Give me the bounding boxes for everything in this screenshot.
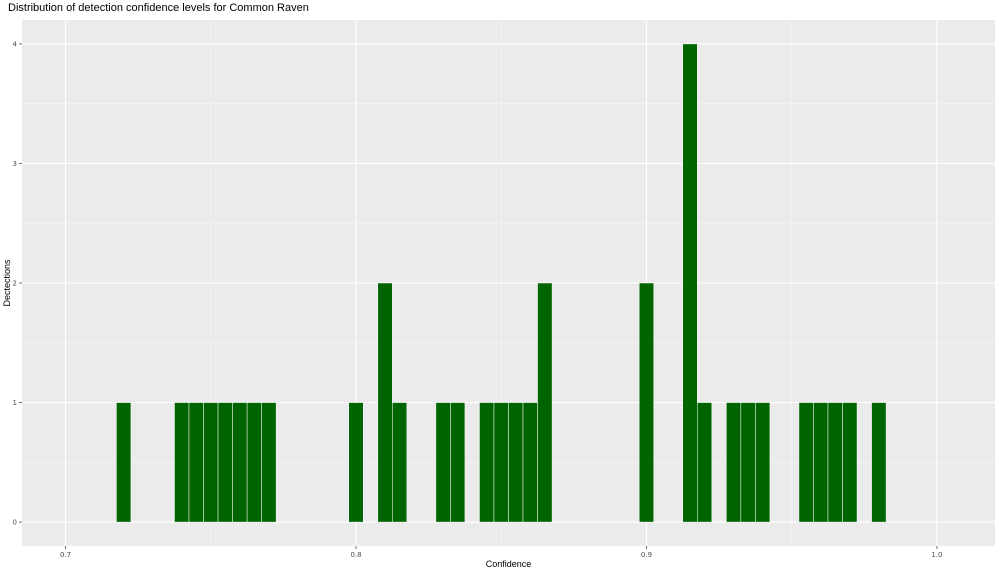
histogram-bar xyxy=(348,402,364,523)
y-tick-label: 1 xyxy=(13,399,17,407)
histogram-bar xyxy=(217,402,233,523)
histogram-bar xyxy=(740,402,756,523)
x-tick-label: 0.8 xyxy=(350,551,361,559)
histogram-bar xyxy=(871,402,887,523)
histogram-bar xyxy=(827,402,843,523)
histogram-bar xyxy=(261,402,277,523)
histogram-bar xyxy=(493,402,509,523)
chart-title: Distribution of detection confidence lev… xyxy=(8,2,309,14)
x-tick-label: 0.9 xyxy=(641,551,652,559)
histogram-bars xyxy=(116,43,887,523)
x-axis-title: Confidence xyxy=(486,559,532,569)
y-axis-title: Dectections xyxy=(2,259,12,307)
histogram-bar xyxy=(798,402,814,523)
histogram-bar xyxy=(842,402,858,523)
histogram-bar xyxy=(537,282,553,523)
x-tick-label: 0.7 xyxy=(60,551,71,559)
histogram-bar xyxy=(479,402,495,523)
x-axis: 0.7 0.8 0.9 1.0 xyxy=(60,546,942,559)
histogram-bar xyxy=(697,402,713,523)
histogram-bar xyxy=(508,402,524,523)
histogram-bar xyxy=(188,402,204,523)
histogram-bar xyxy=(755,402,771,523)
histogram-bar xyxy=(435,402,451,523)
y-tick-label: 4 xyxy=(13,40,18,48)
histogram-bar xyxy=(726,402,742,523)
histogram-bar xyxy=(174,402,190,523)
histogram-bar xyxy=(522,402,538,523)
histogram-bar xyxy=(450,402,466,523)
histogram-bar xyxy=(392,402,408,523)
histogram-bar xyxy=(813,402,829,523)
histogram-bar xyxy=(203,402,219,523)
histogram-bar xyxy=(116,402,132,523)
y-tick-label: 3 xyxy=(13,160,17,168)
y-axis: 0 1 2 3 4 xyxy=(13,40,22,527)
histogram-bar xyxy=(232,402,248,523)
histogram-bar xyxy=(638,282,654,523)
histogram-bar xyxy=(246,402,262,523)
y-tick-label: 0 xyxy=(13,519,17,527)
x-tick-label: 1.0 xyxy=(931,551,942,559)
histogram-bar xyxy=(682,43,698,523)
y-tick-label: 2 xyxy=(13,280,17,288)
histogram-bar xyxy=(377,282,393,523)
